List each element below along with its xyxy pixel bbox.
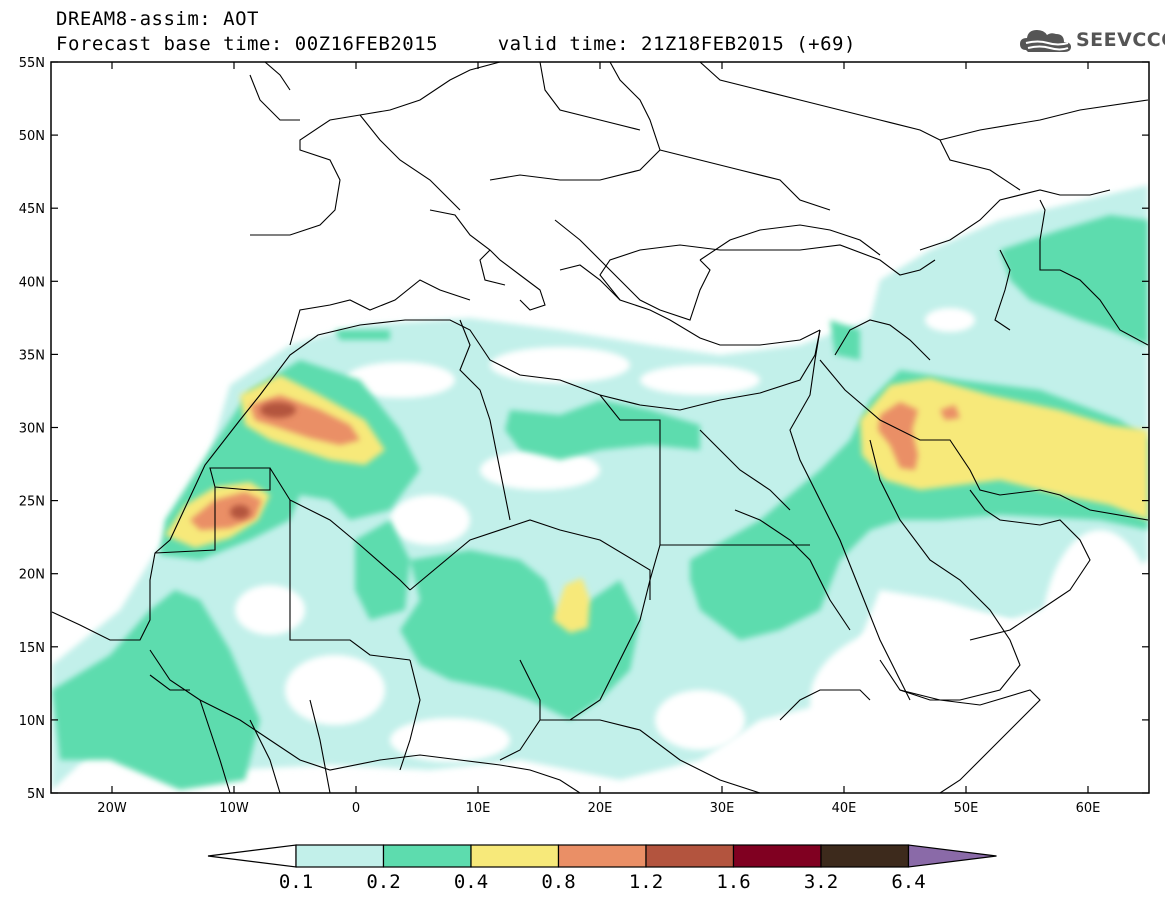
- colorbar-segment: [645, 844, 735, 868]
- aot-1.2-1.6: [230, 402, 296, 519]
- lat-tick-label: 20N: [19, 568, 45, 583]
- colorbar-segment: [295, 844, 385, 868]
- lon-tick-label: 40E: [832, 801, 857, 816]
- lon-tick-label: 10W: [219, 801, 249, 816]
- colorbar: 0.1 0.2 0.4 0.8 1.2 1.6 3.2 6.4: [207, 844, 997, 893]
- colorbar-label: 1.2: [629, 871, 663, 893]
- logo-text: SEEVCCC: [1076, 29, 1165, 51]
- lon-tick-label: 20E: [588, 801, 613, 816]
- lon-tick-label: 30E: [710, 801, 735, 816]
- aot-0.1-0.2: [52, 185, 1148, 790]
- colorbar-under-arrow: [207, 844, 297, 868]
- colorbar-segment: [382, 844, 472, 868]
- colorbar-label: 0.8: [541, 871, 575, 893]
- lat-axis: 5N 10N 15N 20N 25N 30N 35N 40N 45N 50N 55N: [19, 56, 1149, 802]
- colorbar-label: 6.4: [891, 871, 925, 893]
- lat-tick-label: 55N: [19, 56, 45, 71]
- lat-tick-label: 35N: [19, 348, 45, 363]
- lat-tick-label: 10N: [19, 714, 45, 729]
- lon-tick-label: 10E: [466, 801, 491, 816]
- colorbar-label: 1.6: [716, 871, 750, 893]
- coastlines-borders: [51, 62, 1149, 793]
- colorbar-segment: [732, 844, 822, 868]
- lat-tick-label: 25N: [19, 495, 45, 510]
- lat-tick-label: 30N: [19, 422, 45, 437]
- colorbar-segment: [557, 844, 647, 868]
- colorbar-label: 0.4: [454, 871, 488, 893]
- colorbar-segment: [820, 844, 910, 868]
- lat-tick-label: 5N: [27, 787, 45, 802]
- forecast-times: Forecast base time: 00Z16FEB2015 valid t…: [56, 33, 856, 55]
- seevccc-logo: SEEVCCC: [1018, 24, 1165, 58]
- lon-tick-label: 60E: [1076, 801, 1101, 816]
- lat-tick-label: 50N: [19, 129, 45, 144]
- colorbar-label: 0.1: [279, 871, 313, 893]
- map-title: DREAM8-assim: AOT: [56, 8, 259, 30]
- aot-shading: [52, 185, 1149, 790]
- lat-tick-label: 15N: [19, 641, 45, 656]
- colorbar-label: 3.2: [804, 871, 838, 893]
- lon-tick-label: 50E: [954, 801, 979, 816]
- cloud-icon: [1020, 30, 1071, 52]
- lon-tick-label: 0: [352, 801, 360, 816]
- lat-tick-label: 40N: [19, 275, 45, 290]
- lon-tick-label: 20W: [97, 801, 127, 816]
- colorbar-over-arrow: [907, 844, 997, 868]
- colorbar-segment: [470, 844, 560, 868]
- colorbar-label: 0.2: [366, 871, 400, 893]
- lon-axis: 20W 10W 0 10E 20E 30E 40E 50E 60E: [97, 62, 1100, 816]
- lat-tick-label: 45N: [19, 202, 45, 217]
